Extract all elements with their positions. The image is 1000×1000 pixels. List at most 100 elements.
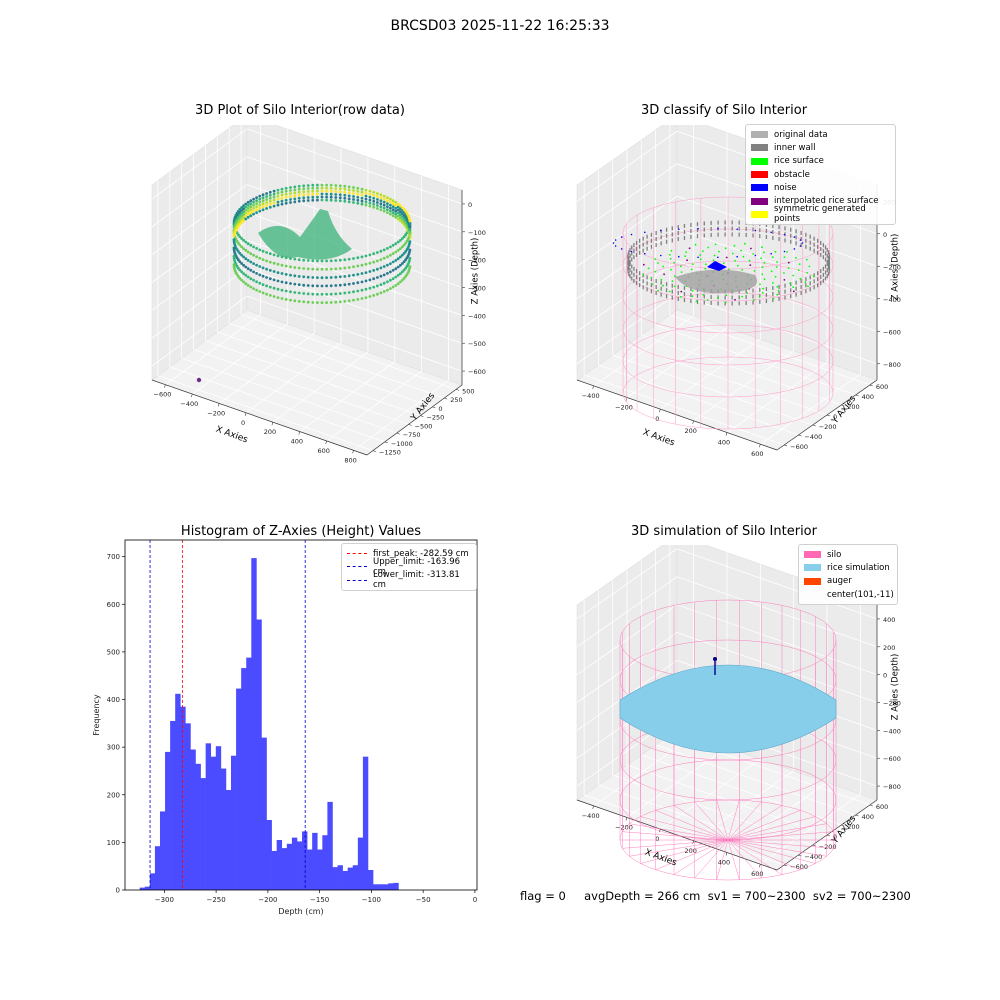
data-point bbox=[272, 295, 276, 298]
y-tick bbox=[798, 434, 802, 437]
noise-point bbox=[717, 256, 719, 259]
y-tick-label: −200 bbox=[819, 423, 837, 431]
inner-wall-point bbox=[813, 279, 815, 284]
grid-y bbox=[598, 590, 799, 856]
inner-wall-point bbox=[826, 247, 828, 252]
data-point bbox=[391, 277, 395, 281]
data-point bbox=[246, 203, 250, 207]
data-point bbox=[356, 186, 360, 190]
data-point bbox=[302, 193, 306, 197]
rice-surface-point bbox=[783, 256, 786, 258]
data-point bbox=[394, 212, 398, 216]
inner-wall-point bbox=[778, 284, 780, 289]
inner-wall-point bbox=[710, 301, 712, 306]
data-point bbox=[255, 272, 258, 275]
data-point bbox=[306, 193, 310, 196]
data-point bbox=[265, 276, 268, 279]
inner-wall-point bbox=[631, 245, 633, 250]
data-point bbox=[396, 257, 400, 261]
data-point bbox=[364, 203, 368, 207]
noise-point bbox=[612, 242, 615, 244]
histogram-bar bbox=[393, 882, 399, 890]
data-point bbox=[261, 258, 265, 261]
x-tick bbox=[244, 412, 247, 416]
data-point bbox=[302, 267, 306, 270]
data-point bbox=[265, 195, 268, 198]
data-point bbox=[302, 190, 306, 194]
data-point bbox=[352, 282, 355, 285]
noise-cluster bbox=[707, 261, 727, 271]
y-tick bbox=[826, 414, 831, 417]
inner-wall-point bbox=[772, 229, 774, 234]
inner-wall-point bbox=[738, 226, 740, 231]
rice-surface-point bbox=[674, 275, 676, 278]
grid-x bbox=[726, 587, 828, 853]
inner-wall-point bbox=[795, 235, 797, 240]
rice-surface-point bbox=[670, 249, 673, 252]
data-point bbox=[396, 205, 400, 209]
data-point bbox=[389, 200, 392, 204]
data-point bbox=[272, 195, 276, 199]
data-point bbox=[352, 189, 355, 192]
y-tick-label: −1000 bbox=[391, 440, 413, 448]
swatch bbox=[751, 144, 768, 152]
inner-wall-point bbox=[683, 292, 686, 297]
rice-surface-point bbox=[812, 275, 815, 278]
data-point bbox=[372, 205, 376, 209]
histogram-bar bbox=[291, 837, 298, 890]
inner-wall-point bbox=[631, 257, 633, 262]
silo-floor-spoke bbox=[673, 805, 729, 841]
data-point bbox=[284, 198, 288, 202]
histogram-bar bbox=[342, 870, 348, 890]
grid-z bbox=[151, 295, 463, 372]
rice-surface-point bbox=[804, 281, 807, 284]
data-point bbox=[334, 275, 338, 279]
data-point bbox=[338, 283, 342, 287]
inner-wall-point bbox=[642, 242, 644, 247]
data-point bbox=[401, 206, 404, 209]
y-tick bbox=[455, 389, 460, 391]
data-point bbox=[297, 275, 301, 278]
rice-surface-point bbox=[742, 255, 745, 258]
histogram-bar bbox=[170, 720, 176, 890]
legend-item-center: center(101,-11) bbox=[804, 588, 894, 601]
data-point bbox=[368, 253, 372, 257]
x-tick-label: −300 bbox=[155, 896, 174, 904]
data-point bbox=[255, 280, 258, 284]
data-point bbox=[252, 262, 255, 265]
rice-surface-point bbox=[776, 285, 779, 288]
silo-floor-spoke bbox=[727, 831, 834, 841]
data-point bbox=[252, 203, 255, 207]
data-point bbox=[364, 254, 368, 258]
data-point bbox=[268, 260, 272, 264]
x-tick-label: −200 bbox=[207, 409, 225, 417]
data-point bbox=[329, 183, 333, 187]
z-tick-label: −100 bbox=[468, 229, 486, 237]
data-point bbox=[302, 199, 306, 203]
data-point bbox=[276, 197, 280, 201]
histogram-bar bbox=[210, 756, 217, 890]
inner-wall-point bbox=[759, 287, 761, 292]
data-point bbox=[343, 196, 347, 200]
data-point bbox=[242, 207, 245, 211]
inner-wall-point bbox=[828, 252, 830, 257]
data-point bbox=[343, 283, 347, 287]
grid-y bbox=[598, 170, 799, 436]
data-point bbox=[320, 195, 324, 199]
data-point bbox=[391, 243, 395, 247]
inner-wall-point bbox=[677, 296, 679, 301]
inner-wall-point bbox=[827, 259, 830, 264]
inner-wall-point bbox=[628, 262, 630, 267]
data-point bbox=[242, 247, 245, 250]
silo-floor-spoke bbox=[727, 839, 816, 864]
y-tick bbox=[396, 432, 400, 435]
rice-surface-point bbox=[707, 246, 710, 249]
data-point bbox=[325, 183, 328, 187]
rice-surface-point bbox=[684, 255, 686, 257]
y-tick-label: −1250 bbox=[379, 449, 401, 457]
data-point bbox=[316, 301, 319, 304]
data-point bbox=[329, 301, 333, 304]
y-axis-label: Frequency bbox=[92, 694, 101, 736]
data-point bbox=[306, 267, 310, 271]
data-point bbox=[399, 238, 402, 242]
